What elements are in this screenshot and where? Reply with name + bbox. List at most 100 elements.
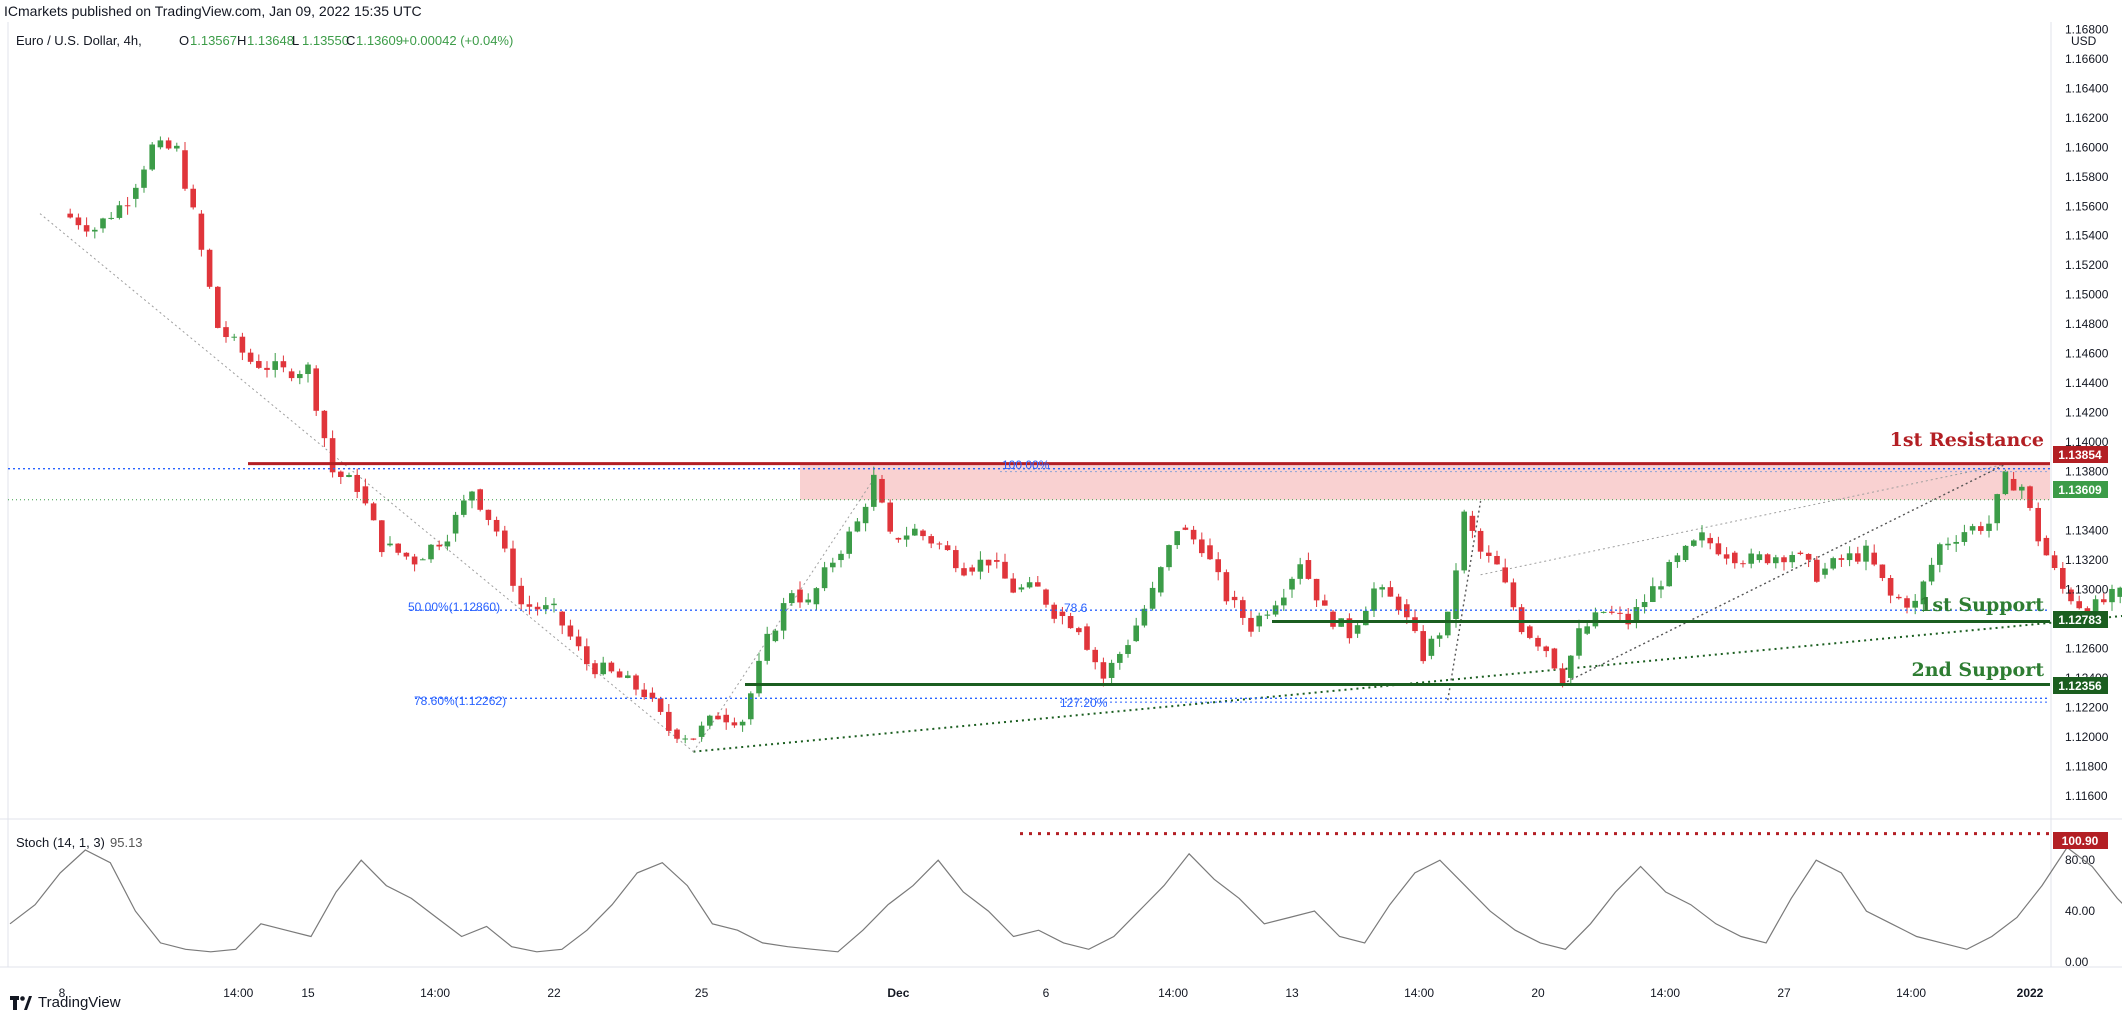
price-axis[interactable]: 1.16800 1.16600 1.16400 1.16200 1.16000 1.158… — [2065, 22, 2109, 803]
candle-body — [1117, 653, 1123, 663]
candle-body — [1158, 567, 1164, 593]
high-label: H — [237, 33, 246, 48]
price-tag-resistance: 1.13854 — [2053, 446, 2108, 463]
time-tick-11: 20 — [1531, 986, 1545, 1000]
candle-body — [1182, 527, 1189, 530]
candle-body — [903, 535, 910, 540]
candle-body — [1715, 543, 1722, 555]
close-label: C — [346, 33, 355, 48]
candle-body — [223, 327, 229, 338]
chart-area[interactable]: 1.16800 1.16600 1.16400 1.16200 1.16000 1.158… — [0, 22, 2122, 1002]
candle-body — [1281, 597, 1287, 606]
candle-body — [1149, 587, 1156, 609]
candle-body — [1125, 645, 1131, 654]
candle-body — [2117, 587, 2122, 597]
candle-body — [1576, 628, 1582, 656]
candle-body — [288, 371, 295, 379]
candle-body — [239, 336, 246, 353]
candle-body — [961, 568, 967, 576]
candle-body — [920, 530, 926, 537]
time-tick-9: 13 — [1285, 986, 1299, 1000]
price-tick-9: 1.15000 — [2065, 288, 2109, 302]
candle-body — [2060, 567, 2066, 589]
candle-body — [149, 144, 155, 170]
price-tag-resistance-text: 1.13854 — [2058, 448, 2102, 462]
candle-body — [452, 514, 459, 534]
candle-body — [1781, 557, 1787, 563]
candle-body — [1322, 600, 1328, 606]
candle-body — [1617, 612, 1623, 614]
price-tag-last: 1.13609 — [2053, 481, 2108, 498]
fib-label-50: 50.00%(1.12860) — [408, 600, 500, 614]
candle-body — [338, 471, 344, 478]
candle-body — [830, 562, 836, 568]
candle-body — [1551, 648, 1558, 669]
candle-body — [1035, 582, 1041, 587]
time-tick-12: 14:00 — [1650, 986, 1680, 1000]
footer-brand[interactable]: TradingView — [10, 994, 121, 1011]
candle-body — [510, 548, 516, 586]
candle-body — [1535, 637, 1541, 647]
candle-body — [649, 692, 656, 699]
candle-body — [600, 662, 606, 675]
price-tick-2: 1.16400 — [2065, 81, 2109, 95]
candle-body — [584, 646, 590, 665]
candle-body — [789, 593, 795, 604]
price-tag-support-1: 1.12783 — [2053, 611, 2108, 628]
candle-body — [690, 738, 697, 740]
candle-body — [247, 352, 254, 362]
candle-body — [182, 150, 188, 189]
candle-body — [1330, 611, 1336, 627]
candle-body — [1010, 578, 1016, 593]
trendline-fib-2 — [1447, 500, 1482, 701]
candle-body — [141, 169, 147, 188]
candle-body — [1961, 532, 1968, 542]
candle-body — [608, 662, 615, 672]
stoch-level-tag-text: 100.90 — [2062, 834, 2099, 848]
high-value: 1.13648 — [247, 33, 294, 48]
candle-body — [551, 603, 557, 606]
candle-body — [1264, 614, 1271, 616]
candle-body — [928, 536, 934, 544]
trendline-fib-3 — [1562, 463, 2006, 685]
candle-body — [1453, 570, 1459, 619]
candle-body — [805, 599, 811, 603]
candle-body — [124, 205, 131, 207]
candle-body — [1928, 564, 1935, 582]
candle-body — [1773, 557, 1779, 564]
candle-body — [1207, 545, 1213, 560]
stoch-tick-2: 0.00 — [2065, 955, 2089, 969]
candle-body — [633, 675, 639, 690]
candle-body — [436, 544, 442, 547]
candle-body — [895, 537, 902, 540]
time-axis[interactable]: 8 14:00 15 14:00 22 25 Dec 6 14:00 13 14:00 20 14:00… — [59, 986, 2044, 1000]
candle-body — [2035, 507, 2041, 542]
price-tick-22: 1.12000 — [2065, 730, 2109, 744]
candle-body — [1789, 554, 1795, 563]
time-tick-8: 14:00 — [1158, 986, 1188, 1000]
candle-body — [1108, 662, 1115, 678]
candle-body — [1904, 598, 1910, 608]
fib-label-786-b: 78.6 — [1064, 601, 1088, 615]
candle-body — [1814, 559, 1820, 582]
candle-body — [1838, 558, 1845, 560]
time-tick-14: 14:00 — [1896, 986, 1926, 1000]
symbol-label: Euro / U.S. Dollar, 4h, — [16, 33, 142, 48]
candle-body — [1223, 572, 1230, 602]
candle-body — [1912, 600, 1918, 608]
price-tick-21: 1.12200 — [2065, 700, 2109, 714]
candle-body — [748, 693, 754, 720]
candle-body — [502, 530, 508, 549]
candle-body — [264, 367, 270, 370]
candle-body — [157, 140, 164, 148]
candle-body — [1764, 554, 1771, 564]
time-tick-4: 22 — [547, 986, 561, 1000]
time-tick-0: 8 — [59, 986, 66, 1000]
candle-body — [559, 611, 565, 626]
candle-body — [1084, 626, 1090, 650]
price-tick-14: 1.14000 — [2065, 435, 2109, 449]
candle-body — [1166, 545, 1172, 568]
candle-body — [485, 509, 492, 520]
candle-body — [1805, 553, 1812, 560]
